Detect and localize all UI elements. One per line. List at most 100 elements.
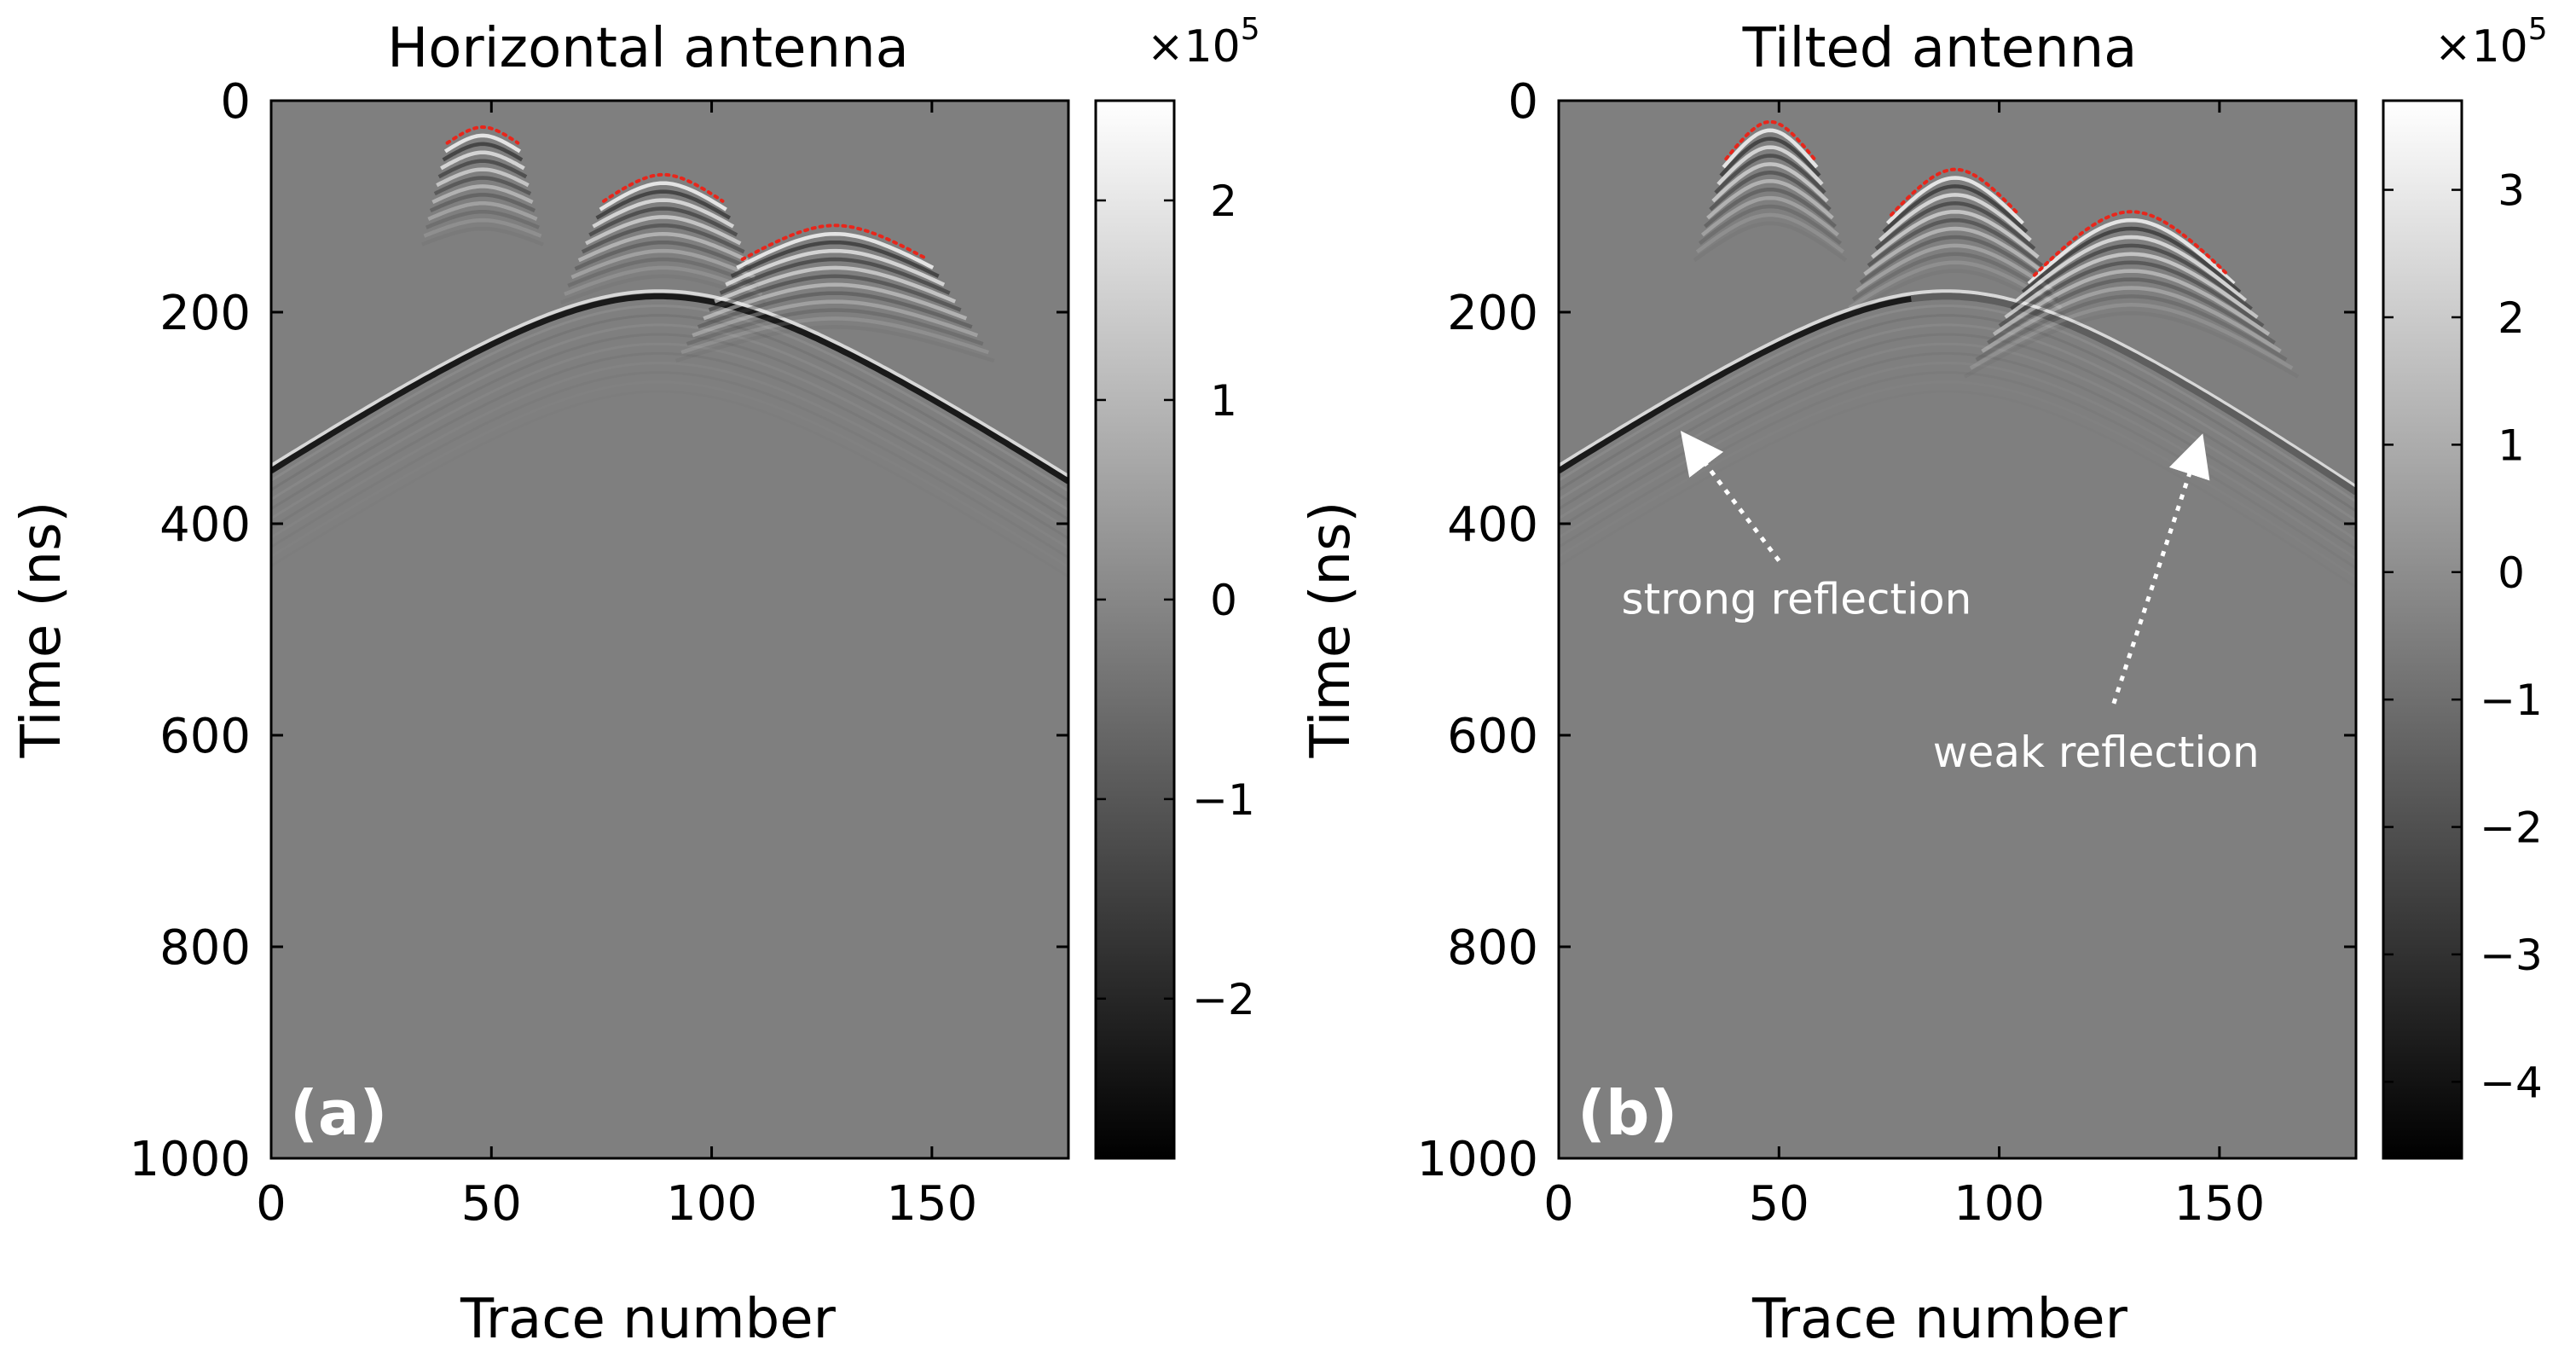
reflector-ringing <box>1559 304 2356 503</box>
plot-frame <box>269 99 1070 1160</box>
panel-a: Horizontal antenna 0 50 100 150 0 200 400 600 8… <box>10 12 1260 1351</box>
diffraction-fringe <box>1693 221 1848 263</box>
y-tick-label: 800 <box>1447 920 1538 976</box>
reflector-ringing <box>271 361 1068 549</box>
x-tick-label: 0 <box>1543 1176 1574 1232</box>
diffraction-fringe <box>429 193 536 213</box>
diffraction-fringe <box>1711 162 1829 203</box>
diffraction-fringe <box>730 240 940 278</box>
diffraction-fringe <box>599 181 727 212</box>
diffraction-fringe <box>1709 171 1832 212</box>
diffraction-fringe <box>1963 310 2300 379</box>
colorbar-tick-label: 0 <box>1210 576 1237 625</box>
y-tick-label: 600 <box>1447 709 1538 764</box>
colorbar-tick-label: 2 <box>2498 293 2525 343</box>
diffraction-fringe <box>1714 154 1826 194</box>
x-axis: 0 50 100 150 <box>1543 101 2265 1232</box>
annotation-arrow <box>1680 431 1781 562</box>
plot-background <box>271 101 1068 1158</box>
panel-title: Tilted antenna <box>1742 17 2138 80</box>
panel-label: (b) <box>1577 1077 1677 1149</box>
reflector-ringing <box>271 342 1068 531</box>
plot-frame <box>1557 99 2358 1160</box>
y-tick-label: 400 <box>159 497 251 553</box>
diffraction-fringe <box>2010 243 2253 311</box>
diffraction-fringe <box>2027 218 2236 286</box>
diffraction-fringe <box>719 257 951 295</box>
diffraction-fringe <box>1719 136 1821 177</box>
diffraction-fringe <box>437 159 528 179</box>
diffraction-fringe <box>1969 303 2294 370</box>
diffraction-fringe <box>2004 252 2259 320</box>
annotation-label: weak reflection <box>1933 728 2260 777</box>
diffraction-fringe <box>697 291 973 329</box>
diffraction-fringe <box>708 274 962 312</box>
diffraction-fringe <box>692 299 979 338</box>
reflector-bright-band <box>271 289 1068 478</box>
hyperbola-fit <box>2032 210 2231 277</box>
diffraction-fringe <box>581 223 745 254</box>
plot-area <box>271 101 1068 1158</box>
diffraction-fringe <box>1885 176 2024 225</box>
diffraction-fringe <box>1698 204 1842 246</box>
y-axis-label: Time (ns) <box>10 502 73 759</box>
y-axis: 0 200 400 600 800 1000 <box>129 74 1068 1187</box>
diffraction-fringe <box>427 201 538 221</box>
colorbar-tick-label: 1 <box>2498 420 2525 470</box>
plot-background <box>1559 101 2356 1158</box>
colorbar-tick-label: −3 <box>2480 931 2543 980</box>
colorbar-gradient <box>1094 99 1176 1160</box>
diffraction-fringe <box>567 257 760 288</box>
annotation-arrow <box>2111 433 2210 705</box>
colorbar-tick-label: −1 <box>1192 775 1255 825</box>
diffraction-fringe <box>1704 187 1837 229</box>
diffraction-fringe <box>1855 243 2055 293</box>
diffraction-fringe <box>592 198 735 229</box>
diffraction-fringe <box>1700 195 1839 237</box>
colorbar-tick-label: −2 <box>2480 803 2543 853</box>
reflector-ringing <box>271 314 1068 502</box>
diffraction-fringe <box>574 240 752 271</box>
y-axis-label: Time (ns) <box>1300 502 1363 759</box>
diffraction-fringe <box>1874 201 2036 251</box>
diffraction-fringe <box>1695 212 1845 254</box>
diffraction-fringe <box>423 218 542 238</box>
diffraction-fringe <box>443 133 522 154</box>
panel-label: (a) <box>290 1077 387 1149</box>
reflector-ringing <box>1559 323 2356 522</box>
diffraction-fringe <box>1878 193 2032 242</box>
reflector-ringing <box>271 323 1068 512</box>
diffraction-fringe <box>585 215 742 246</box>
diffraction-fringe <box>1863 226 2047 276</box>
panel-b: Tilted antenna 0 50 100 150 020040060080010… <box>1300 12 2548 1351</box>
diffraction-fringe <box>736 231 935 270</box>
reflector-ringing <box>1559 390 2356 589</box>
colorbar-exponent: ×105 <box>1147 12 1260 72</box>
reflector-ringing <box>271 333 1068 521</box>
colorbar-tick-label: −4 <box>2480 1058 2543 1107</box>
diffraction-fringe <box>431 184 534 205</box>
diffraction-fringe <box>714 265 957 304</box>
diffraction-fringe <box>1882 184 2029 234</box>
diffraction-fringe <box>2015 235 2248 303</box>
y-tick-label: 400 <box>1447 497 1538 553</box>
diffraction-fringe <box>1998 260 2265 328</box>
y-tick-label: 0 <box>220 74 251 130</box>
reflector-ringing <box>1559 333 2356 531</box>
colorbar: −2 −1 0 1 2 ×105 <box>1094 12 1260 1160</box>
colorbar-tick-label: 3 <box>2498 166 2525 216</box>
y-tick-label: 1000 <box>129 1132 251 1187</box>
reflector-ringing <box>271 351 1068 540</box>
diffraction-fringe <box>1987 277 2276 345</box>
x-tick-label: 50 <box>461 1176 522 1232</box>
diffraction-fringe <box>1716 145 1824 186</box>
diffraction-fringe <box>595 189 732 220</box>
reflector-bright-band <box>1559 289 2356 489</box>
diffraction-fringe <box>1859 235 2052 285</box>
reflector-ringing <box>271 380 1068 569</box>
reflector-ringing <box>271 304 1068 492</box>
reflector-weak-segment <box>1910 293 2356 496</box>
hyperbola-fit <box>740 223 929 261</box>
diffraction-fringe <box>421 226 544 246</box>
